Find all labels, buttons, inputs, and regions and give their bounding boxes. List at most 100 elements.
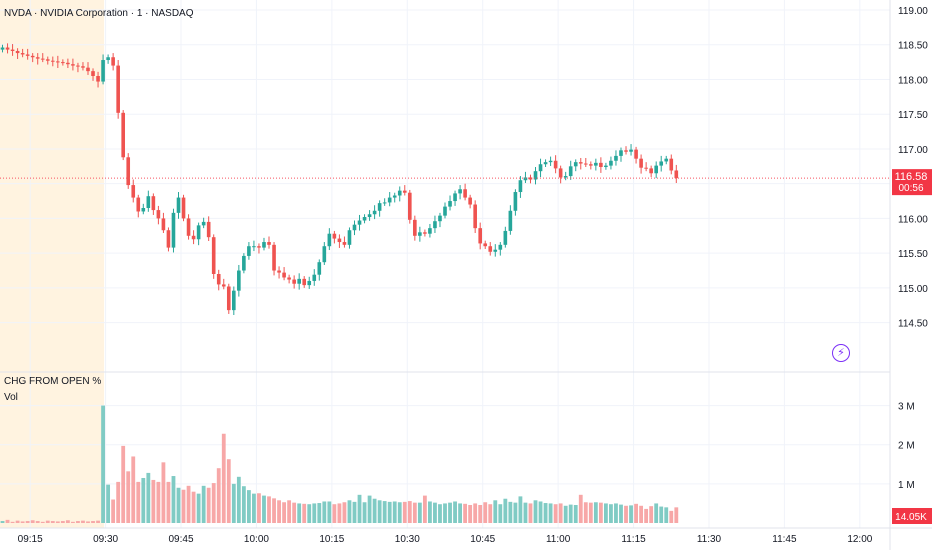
candle-body [242,255,246,271]
candle-body [221,284,226,287]
volume-bar [45,520,50,523]
time-tick-label: 10:30 [395,534,420,545]
candle-body [538,164,543,172]
volume-bar [498,504,503,523]
lightning-icon[interactable]: ⚡ [832,344,850,362]
volume-bar [312,503,317,523]
volume-bar [116,481,121,523]
candle-body [166,230,171,248]
time-tick-label: 12:00 [847,534,872,545]
volume-bar [15,520,20,523]
volume-bar [669,510,674,523]
candle-body [674,170,679,179]
volume-bar [236,476,241,523]
candle-body [553,160,558,169]
candle-body [66,62,70,65]
last-price-bg [892,169,932,196]
volume-bar [60,521,65,523]
candle-body [206,221,211,238]
volume-bar [106,484,111,523]
volume-bar [272,498,276,523]
price-axis[interactable]: 119.00118.50118.00117.50117.00116.50116.… [898,6,928,330]
candle-body [367,214,372,218]
candle-body [282,272,286,278]
volume-label[interactable]: Vol [4,392,18,403]
volume-bar [598,502,603,523]
candle-body [669,158,674,171]
candle-body [448,201,452,207]
volume-bar [151,479,156,523]
candle-body [176,197,181,213]
last-volume-label: 14.05K [892,508,932,524]
volume-bar [166,481,171,523]
volume-bar [342,502,347,523]
volume-bar [649,506,654,523]
candle-body [226,286,231,311]
candle-body [126,157,131,186]
time-tick-label: 11:00 [546,534,571,545]
volume-bar [453,501,457,523]
candle-body [45,59,50,61]
volume-bar [176,487,181,523]
volume-bar [593,502,598,523]
candle-body [96,76,100,82]
volume-bar [548,503,553,523]
volume-bar [317,503,322,523]
candle-body [201,221,206,226]
volume-bar [282,502,287,523]
price-tick-label: 118.00 [898,75,928,86]
candle-body [136,197,141,212]
candle-body [468,197,472,205]
volume-bar [327,501,332,523]
volume-bar [448,502,452,523]
volume-bar [417,502,422,523]
volume-bar [538,501,543,523]
candle-body [513,192,518,211]
candle-body [609,160,613,166]
time-tick-label: 10:45 [470,534,495,545]
candle-body [478,228,483,244]
volume-bar [422,495,427,523]
volume-bar [654,503,659,523]
volume-bar [624,505,628,523]
last-volume-bg [892,508,932,524]
indicator-label[interactable]: CHG FROM OPEN % [4,376,101,387]
volume-bar [0,521,5,523]
volume-bar [583,502,588,523]
volume-bar [241,486,246,523]
candle-body [151,196,156,211]
candle-body [433,221,437,229]
chart-title[interactable]: NVDA · NVIDIA Corporation · 1 · NASDAQ [4,8,194,19]
volume-bar [332,504,337,523]
candle-body [211,237,216,274]
candle-body [56,61,60,63]
volume-bar [528,503,533,523]
candle-body [503,230,508,245]
candle-body [599,162,603,168]
volume-bar [302,503,307,523]
volume-bar [412,502,417,523]
candle-body [382,202,387,204]
candle-body [397,190,402,196]
candle-body [312,274,317,281]
candle-body [523,177,528,181]
candle-body [453,193,457,202]
volume-bar [5,519,10,523]
candle-body [578,162,583,164]
candle-body [392,195,397,198]
volume-bar [634,503,638,523]
volume-bar [402,501,407,523]
candle-body [35,57,40,59]
candle-body [287,277,291,280]
volume-bar [558,503,563,523]
time-axis[interactable]: 09:15 09:30 09:45 10:00 10:15 10:30 10:45 11:00… [18,534,873,545]
volume-bar [614,503,618,523]
volume-bar [483,502,488,523]
volume-bar [357,494,362,523]
candle-body [191,235,196,240]
volume-bar [337,503,342,523]
volume-bar [96,520,100,523]
candle-body [649,168,653,174]
